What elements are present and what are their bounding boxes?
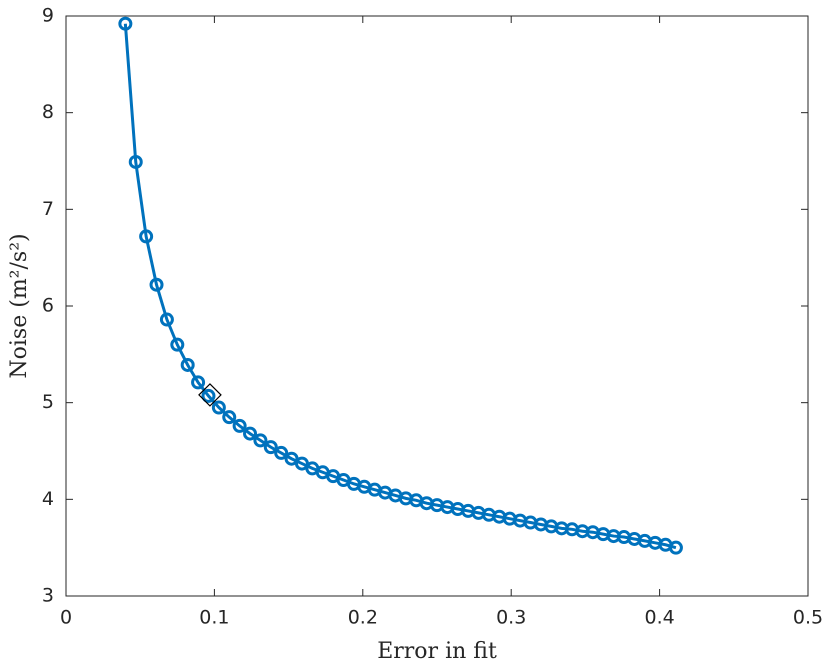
data-point <box>253 433 268 448</box>
x-axis-label: Error in fit <box>377 639 497 664</box>
highlight-point <box>198 383 222 407</box>
data-point <box>211 400 226 415</box>
data-point <box>243 426 258 441</box>
data-point <box>139 229 154 244</box>
data-point <box>159 312 174 327</box>
data-point <box>180 357 195 372</box>
data-point <box>222 410 237 425</box>
x-tick-label: 0.3 <box>496 607 526 629</box>
y-tick-label: 6 <box>42 295 54 317</box>
x-tick-label: 0.1 <box>199 607 229 629</box>
data-point <box>201 388 216 403</box>
x-tick-label: 0.2 <box>348 607 378 629</box>
y-tick-label: 9 <box>42 5 54 27</box>
data-point <box>128 154 143 169</box>
data-point <box>274 445 289 460</box>
x-tick-label: 0 <box>60 607 72 629</box>
y-tick-label: 3 <box>42 585 54 607</box>
data-point <box>149 277 164 292</box>
x-tick-label: 0.4 <box>644 607 674 629</box>
y-tick-label: 8 <box>42 101 54 123</box>
data-line <box>123 23 677 550</box>
y-tick-label: 5 <box>42 391 54 413</box>
y-tick-label: 7 <box>42 198 54 220</box>
plot-box <box>65 15 809 597</box>
data-point <box>668 540 683 555</box>
data-point <box>191 375 206 390</box>
y-tick-label: 4 <box>42 488 54 510</box>
data-point <box>118 16 133 31</box>
x-tick-label: 0.5 <box>793 607 823 629</box>
data-point <box>263 440 278 455</box>
y-axis-label: Noise (m²/s²) <box>7 233 32 378</box>
data-point <box>232 418 247 433</box>
data-point <box>170 337 185 352</box>
